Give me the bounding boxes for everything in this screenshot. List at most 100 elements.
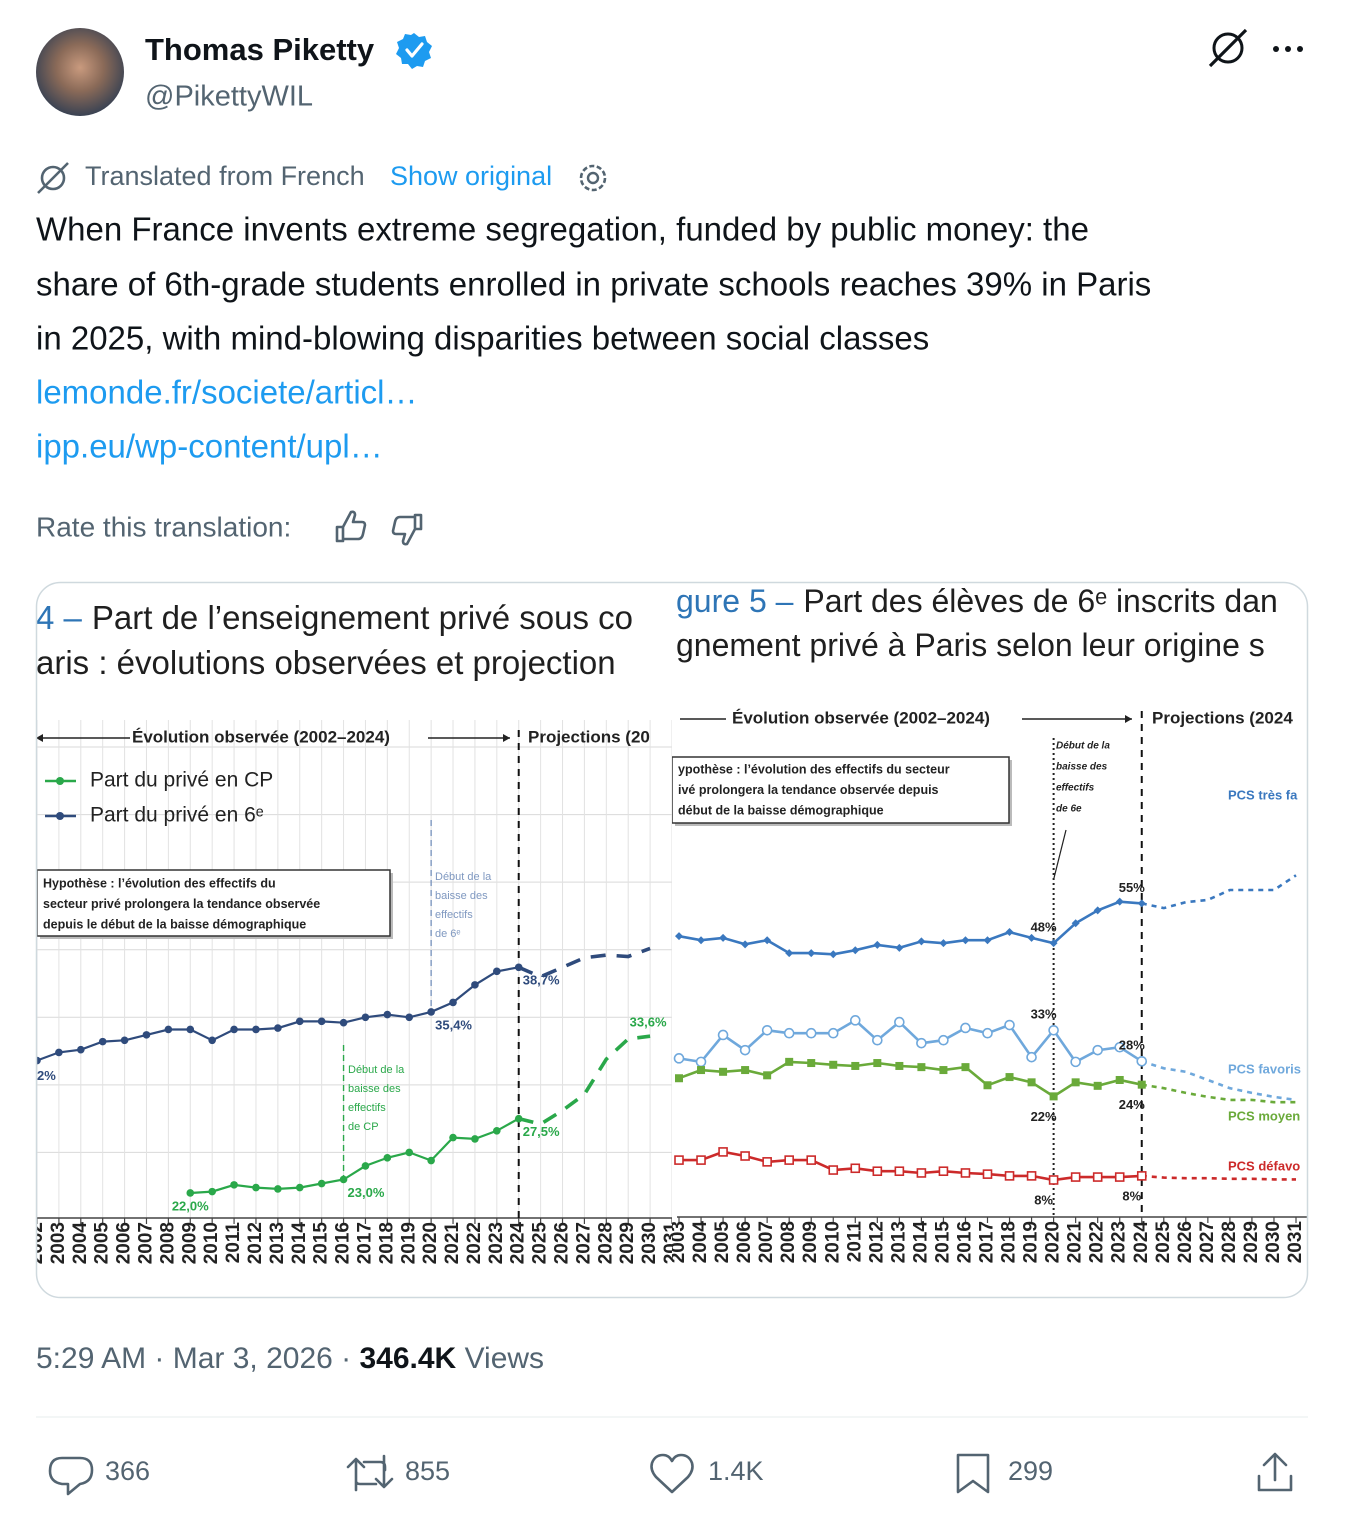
x-tick-label: 2027	[1197, 1221, 1218, 1263]
point	[916, 1037, 927, 1049]
point	[449, 1133, 457, 1142]
point	[761, 1024, 773, 1036]
point	[339, 1175, 348, 1184]
point	[851, 1061, 860, 1070]
event-label: baisse des	[1056, 762, 1108, 773]
point	[827, 1027, 839, 1039]
event-label: de 6ᵉ	[435, 928, 461, 940]
reply-button[interactable]: 366	[48, 1456, 150, 1496]
point	[317, 1179, 326, 1188]
x-tick-label: 2015	[932, 1221, 953, 1264]
grok-button[interactable]	[1208, 28, 1248, 68]
thumbs-up[interactable]	[335, 510, 367, 543]
point	[1093, 906, 1102, 915]
bookmark-count[interactable]: 299	[1008, 1456, 1053, 1486]
value-label: 48%	[1031, 920, 1057, 935]
author-handle[interactable]: @PikettyWIL	[145, 81, 313, 113]
chart-image-left[interactable]: 4 – Part de l’enseignement privé sous co a…	[26, 582, 684, 1298]
point	[1048, 1175, 1059, 1185]
repost-count[interactable]: 855	[405, 1456, 450, 1486]
point	[164, 1025, 173, 1034]
value-label: 8%	[1034, 1192, 1053, 1207]
point	[383, 1010, 392, 1019]
repost-button[interactable]: 855	[346, 1454, 450, 1492]
x-tick-label: 2006	[734, 1221, 755, 1263]
point	[851, 946, 860, 955]
link[interactable]: lemonde.fr/societe/articl…	[36, 374, 417, 411]
like-button[interactable]: 1.4K	[650, 1453, 764, 1494]
point	[849, 1015, 861, 1026]
point	[361, 1013, 370, 1022]
point	[675, 1074, 683, 1083]
bookmark-button[interactable]: 299	[956, 1453, 1053, 1494]
point	[718, 1147, 728, 1157]
point	[55, 1048, 63, 1057]
hypothesis-box	[37, 869, 391, 937]
thumbs-down[interactable]	[391, 513, 423, 546]
value-label: 27,5%	[523, 1124, 560, 1139]
event-label: Début de la	[1056, 741, 1110, 752]
reply-count[interactable]: 366	[105, 1456, 150, 1486]
arrow-head	[37, 734, 43, 742]
show-original[interactable]: Show original	[390, 161, 552, 191]
share-button[interactable]	[1257, 1452, 1293, 1492]
series-name: PCS très fa	[1228, 787, 1298, 802]
value-label: 22%	[1031, 1109, 1057, 1124]
point	[1026, 1051, 1037, 1063]
settings-icon[interactable]	[579, 164, 607, 192]
point	[1115, 1075, 1124, 1084]
chart-image-right[interactable]: gure 5 – Part des élèves de 6ᵉ inscrits d…	[668, 582, 1308, 1298]
avatar[interactable]	[36, 28, 124, 116]
x-tick-label: 2011	[223, 1222, 244, 1264]
point	[961, 936, 970, 945]
author-name[interactable]: Thomas Piketty	[145, 32, 375, 67]
point	[895, 1061, 904, 1070]
x-tick-label: 2028	[1219, 1221, 1240, 1263]
x-tick-label: 2025	[530, 1222, 551, 1265]
value-label: 22,0%	[172, 1198, 209, 1213]
x-tick-label: 2010	[201, 1222, 222, 1264]
x-tick-label: 2021	[442, 1222, 463, 1265]
verified-badge[interactable]	[396, 33, 432, 69]
series-name: PCS défavo	[1228, 1158, 1300, 1173]
point	[1004, 1171, 1015, 1181]
period-observed: Évolution observée (2002–2024)	[732, 708, 990, 727]
more-button[interactable]	[1273, 46, 1303, 52]
value-label: 33%	[1031, 1007, 1057, 1022]
point	[829, 1060, 838, 1069]
x-tick-label: 2007	[135, 1222, 156, 1264]
x-tick-label: 2027	[573, 1222, 594, 1264]
x-tick-label: 2019	[1021, 1221, 1042, 1263]
x-tick-label: 2007	[756, 1221, 777, 1263]
point	[383, 1154, 392, 1162]
post-text: When France invents extreme segregation,…	[36, 211, 1089, 248]
link[interactable]: ipp.eu/wp-content/upl…	[36, 428, 383, 465]
series-name: PCS favoris	[1228, 1061, 1301, 1076]
point	[1070, 1056, 1081, 1068]
title-text: gnement privé à Paris selon leur origine…	[676, 627, 1265, 663]
like-count[interactable]: 1.4K	[708, 1456, 764, 1486]
point	[784, 1155, 794, 1165]
post-text: share of 6th-grade students enrolled in …	[36, 266, 1151, 303]
chart-title: aris : évolutions observées et projectio…	[36, 644, 616, 681]
point	[938, 1034, 949, 1046]
point	[1071, 1078, 1080, 1087]
point	[1136, 1055, 1148, 1067]
chart-title: 4 – Part de l’enseignement privé sous co	[36, 599, 633, 636]
point	[785, 1057, 794, 1066]
point	[230, 1025, 238, 1034]
x-tick-label: 2014	[289, 1222, 310, 1265]
point	[339, 1018, 348, 1027]
x-tick-label: 2026	[552, 1222, 573, 1264]
point	[983, 1081, 992, 1090]
value-label: 55%	[1119, 880, 1145, 895]
point	[673, 1053, 685, 1064]
x-tick-label: 2012	[245, 1222, 266, 1264]
chart-title: gure 5 – Part des élèves de 6ᵉ inscrits d…	[676, 583, 1278, 619]
x-tick-label: 2016	[333, 1222, 354, 1264]
point	[1027, 1078, 1036, 1087]
projection-line	[517, 946, 651, 979]
point	[895, 943, 904, 952]
point	[894, 1016, 905, 1028]
rate-translation: Rate this translation:	[36, 511, 291, 542]
